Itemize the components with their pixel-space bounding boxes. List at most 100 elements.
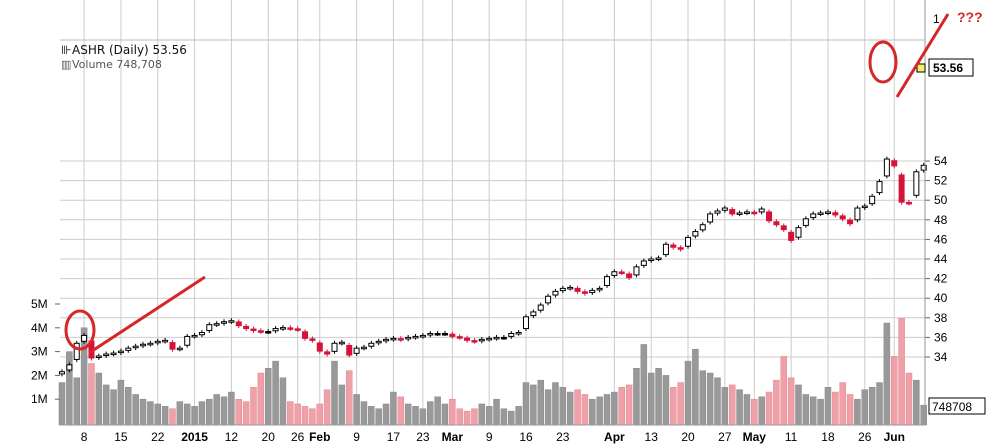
candle-body (522, 316, 529, 330)
candle-body (869, 195, 876, 205)
volume-bar (456, 408, 463, 426)
last-volume-value: 748708 (932, 400, 972, 414)
candle (596, 285, 603, 293)
candle-body (449, 333, 456, 337)
date-tick-label: 12 (225, 430, 239, 444)
price-tick-label: 36 (934, 330, 948, 344)
volume-bar (876, 382, 883, 426)
candle-body (773, 221, 780, 226)
date-tick-label: Jun (884, 430, 905, 444)
volume-bar (117, 379, 125, 426)
candle-body (832, 212, 839, 216)
candle (368, 340, 375, 349)
candle-body (309, 338, 316, 341)
volume-bar (183, 403, 191, 426)
candle (279, 325, 286, 331)
candle (419, 332, 426, 339)
candle (353, 345, 360, 356)
candle-body (567, 286, 574, 290)
candle (574, 285, 581, 294)
candle-body (898, 174, 905, 203)
candle-body (795, 227, 802, 238)
date-tick-label: Mar (442, 430, 464, 444)
candle-body (714, 210, 721, 214)
candle-body (530, 311, 537, 317)
volume-bar (559, 387, 567, 426)
candle-body (847, 219, 854, 225)
volume-bar (839, 382, 846, 426)
candle-body (891, 160, 898, 167)
candle (640, 258, 647, 268)
candle (618, 269, 625, 276)
date-tick-label: 17 (387, 430, 401, 444)
candle-body (883, 158, 890, 177)
candle (655, 255, 662, 262)
candle-body (721, 207, 728, 211)
volume-bar (589, 398, 596, 426)
candle (162, 337, 169, 344)
candle (493, 334, 500, 341)
candle (390, 335, 397, 342)
volume-bar (169, 408, 176, 426)
volume-bar (345, 370, 353, 426)
volume-bar (773, 379, 780, 426)
date-tick-label: 22 (151, 430, 165, 444)
candle-body (243, 325, 250, 330)
candle-body (346, 344, 353, 356)
volume-bar (397, 396, 405, 426)
candle (191, 332, 198, 339)
candle (898, 172, 905, 205)
candle-body (140, 343, 147, 347)
volume-bar (419, 408, 427, 426)
date-tick-label: 27 (718, 430, 732, 444)
candle-body (633, 266, 640, 276)
candle-body (736, 212, 743, 215)
candle-body (294, 328, 301, 331)
volume-bar (537, 379, 544, 426)
partial-tick-label: 1 (933, 12, 940, 26)
candle (847, 217, 854, 227)
volume-bar (743, 394, 751, 426)
candle (773, 219, 780, 228)
candle (464, 335, 471, 343)
volume-bar (132, 394, 139, 426)
candle-body (788, 231, 795, 241)
candle (876, 179, 883, 196)
candle (581, 289, 588, 296)
candle-body (596, 287, 603, 291)
candle-body (412, 335, 419, 339)
candle-body (316, 342, 323, 352)
volume-bar (846, 394, 854, 426)
candle-body (331, 342, 338, 352)
volume-bar (191, 406, 198, 426)
volume-tick-label: 3M (31, 345, 48, 359)
volume-tick-label: 5M (31, 297, 48, 311)
candle (471, 338, 478, 344)
candle (412, 333, 419, 340)
candle (530, 309, 537, 319)
candle (714, 208, 721, 216)
volume-bar (427, 401, 434, 426)
candle-body (758, 208, 765, 213)
volume-bar (817, 398, 824, 426)
candle (883, 156, 890, 179)
volume-bar (95, 372, 103, 426)
date-axis: 8 15 22 2015 12 20 26 Feb 9 17 23 Mar 9 16 23 Apr 13 20 27… (81, 430, 905, 444)
candle (221, 319, 228, 326)
candle-body (824, 211, 831, 214)
candle (81, 332, 88, 344)
candle-body (766, 211, 773, 222)
date-tick-label: 11 (785, 430, 798, 444)
volume-bar (832, 391, 839, 426)
date-tick-label: May (743, 430, 767, 444)
candle (905, 199, 912, 206)
candle (500, 334, 507, 340)
candle (272, 326, 279, 334)
candle (648, 256, 655, 263)
volume-bar (125, 387, 132, 426)
candle-body (648, 258, 655, 261)
candle-body (81, 334, 88, 342)
candle-body (729, 209, 736, 215)
volume-bar (795, 384, 802, 426)
